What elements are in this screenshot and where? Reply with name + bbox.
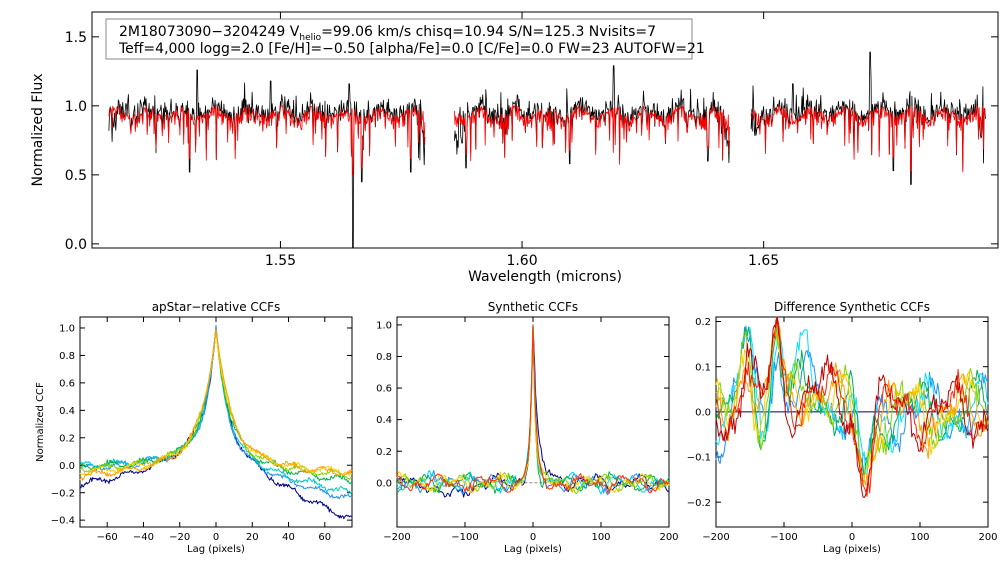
spectrum-panel: 1.55 1.60 1.65 0.0 0.5 1.0 1.5 Wavelength (micr…: [30, 11, 999, 285]
apstar-ccf-series-line: [79, 330, 353, 480]
y-tick-label: 0.6: [376, 384, 392, 395]
y-tick-label: 0.2: [59, 433, 75, 444]
synthetic-ccf-series-line: [396, 324, 670, 498]
apstar-ccf-series-line: [79, 330, 352, 477]
chart-title: apStar−relative CCFs: [152, 300, 281, 314]
observed-spectrum-line: [108, 69, 426, 248]
x-tick-label: 0: [213, 532, 219, 543]
x-tick-label: −20: [169, 532, 190, 543]
y-tick-label: 0.0: [65, 237, 87, 253]
x-tick-label: −100: [770, 532, 797, 543]
apstar-ccf-lines: [79, 324, 353, 520]
y-tick-label: −0.2: [51, 488, 75, 499]
x-tick-label: 20: [246, 532, 259, 543]
y-tick-label: 0.5: [65, 168, 87, 184]
annotation-frame: [105, 18, 693, 60]
x-tick-label: 1.65: [748, 253, 779, 269]
y-tick-label: 0.8: [376, 352, 392, 363]
y-tick-label: 0.2: [695, 317, 711, 328]
annotation-line-1: 2M18073090−3204249 Vhelio=99.06 km/s chi…: [119, 24, 656, 43]
synthetic-ccf-lines: [396, 324, 670, 498]
x-axis-label: Lag (pixels): [823, 544, 881, 555]
y-tick-label: 1.0: [59, 324, 75, 335]
apstar-ccf-series-line: [79, 328, 353, 481]
difference-ccf-series-line: [715, 326, 989, 478]
annotation-line-2: Teff=4,000 logg=2.0 [Fe/H]=−0.50 [alpha/…: [118, 41, 705, 57]
synthetic-ccf-series-line: [396, 324, 670, 494]
annotation-line-1-subscript: helio: [299, 33, 321, 43]
x-axis-label: Lag (pixels): [504, 544, 562, 555]
y-axis-label: Normalized CCF: [35, 382, 46, 462]
x-tick-label: −60: [97, 532, 118, 543]
difference-ccf-series-line: [715, 321, 989, 487]
difference-ccf-panel: −200 −100 0 100 200 −0.2 −0.1 0.0 0.1 0.2 Lag (pix…: [687, 300, 998, 555]
x-tick-label: 40: [282, 532, 295, 543]
x-tick-label: −200: [383, 532, 410, 543]
x-axis-label: Wavelength (microns): [468, 269, 622, 285]
x-tick-label: 60: [318, 532, 331, 543]
y-axis-label: Normalized Flux: [30, 74, 46, 187]
chart-title: Difference Synthetic CCFs: [774, 300, 930, 314]
x-tick-label: −40: [133, 532, 154, 543]
y-tick-label: −0.4: [51, 516, 75, 527]
apstar-ccf-panel: −60 −40 −20 0 20 40 60 −0.4 −0.2 0.0 0.2 0.4 0.6 0.8 1…: [35, 300, 353, 555]
x-tick-label: 100: [910, 532, 929, 543]
y-tick-label: 0.0: [59, 461, 75, 472]
y-tick-label: 0.8: [59, 351, 75, 362]
annotation-box: 2M18073090−3204249 Vhelio=99.06 km/s chi…: [105, 18, 705, 60]
y-tick-label: 1.5: [65, 30, 87, 46]
x-tick-label: 1.60: [506, 253, 537, 269]
synthetic-ccf-series-line: [396, 324, 670, 494]
spectrum-lines: [108, 51, 986, 248]
x-tick-label: 0: [530, 532, 536, 543]
x-tick-label: 1.55: [265, 253, 296, 269]
y-tick-label: 0.1: [695, 362, 711, 373]
apstar-ccf-series-line: [79, 326, 353, 520]
x-tick-label: 200: [978, 532, 997, 543]
x-tick-label: 200: [659, 532, 678, 543]
synthetic-ccf-series-line: [396, 324, 670, 495]
y-tick-label: 1.0: [376, 320, 392, 331]
x-tick-label: 0: [849, 532, 855, 543]
x-axis-label: Lag (pixels): [187, 544, 245, 555]
synthetic-spectrum-line: [454, 104, 730, 165]
difference-ccf-lines: [715, 316, 989, 498]
difference-ccf-series-line: [715, 316, 989, 497]
y-tick-label: 0.4: [376, 415, 392, 426]
y-tick-label: 0.2: [376, 447, 392, 458]
x-tick-label: −200: [702, 532, 729, 543]
annotation-line-1-prefix: 2M18073090−3204249 V: [119, 24, 300, 40]
chart-title: Synthetic CCFs: [488, 300, 578, 314]
y-tick-label: 0.4: [59, 406, 75, 417]
difference-ccf-series-line: [715, 327, 989, 486]
y-tick-label: 0.0: [695, 407, 711, 418]
synthetic-ccf-panel: −200 −100 0 100 200 0.0 0.2 0.4 0.6 0.8 1.0 Lag (pi…: [376, 300, 678, 555]
synthetic-ccf-series-line: [396, 324, 670, 496]
y-tick-label: −0.2: [687, 498, 711, 509]
apstar-ccf-series-line: [79, 327, 353, 485]
y-tick-label: 1.0: [65, 99, 87, 115]
y-tick-label: −0.1: [687, 453, 711, 464]
plot-frame: [79, 316, 353, 528]
difference-ccf-series-line: [715, 316, 989, 498]
x-tick-label: 100: [591, 532, 610, 543]
plot-frame: [91, 11, 999, 249]
y-tick-label: 0.0: [376, 478, 392, 489]
annotation-line-1-suffix: =99.06 km/s chisq=10.94 S/N=125.3 Nvisit…: [321, 24, 656, 40]
synthetic-ccf-series-line: [396, 324, 670, 495]
synthetic-ccf-series-line: [396, 324, 670, 494]
apstar-ccf-series-line: [79, 324, 353, 500]
y-tick-label: 0.6: [59, 378, 75, 389]
synthetic-spectrum-line: [750, 105, 986, 173]
x-tick-label: −100: [451, 532, 478, 543]
synthetic-spectrum-line: [108, 104, 426, 176]
